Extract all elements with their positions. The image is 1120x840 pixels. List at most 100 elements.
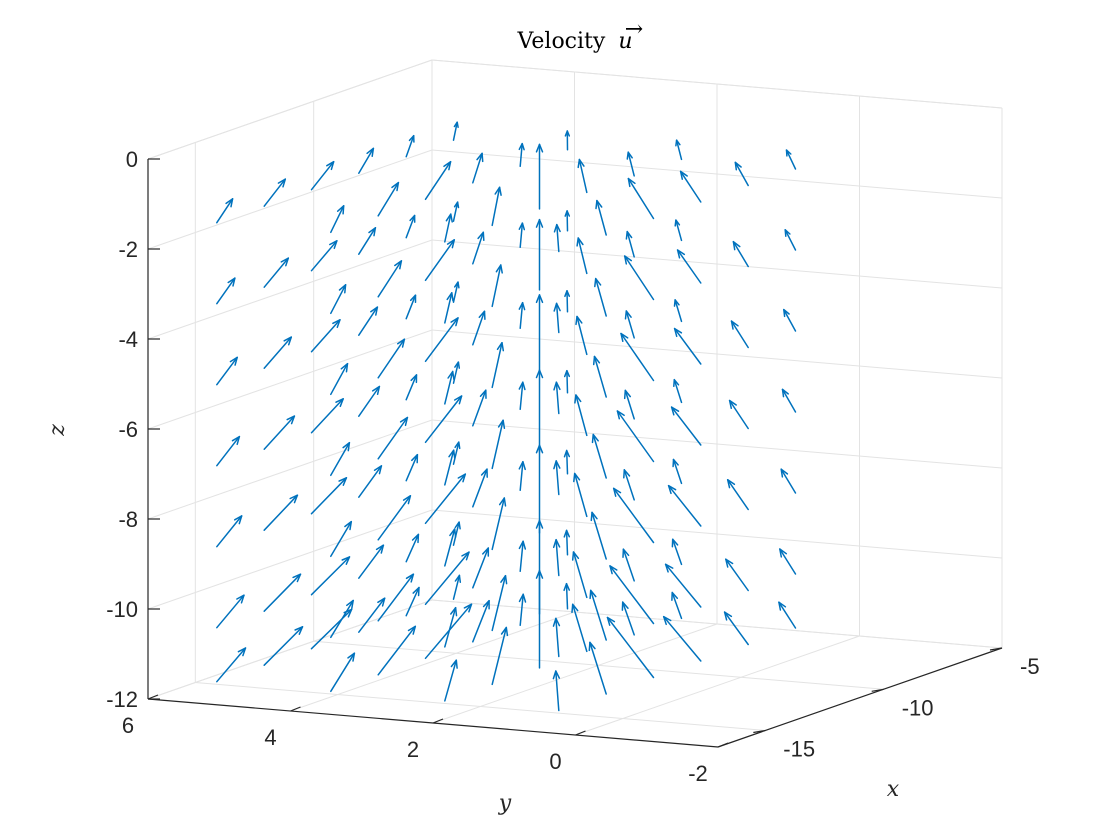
grid-line-y-floor bbox=[575, 635, 860, 736]
quiver-arrow-head bbox=[280, 257, 290, 267]
quiver-arrow bbox=[377, 260, 403, 298]
quiver-arrow-shaft bbox=[676, 249, 702, 284]
quiver-arrow bbox=[472, 599, 490, 643]
quiver-arrow-shaft bbox=[444, 449, 455, 486]
quiver-arrow-shaft bbox=[358, 306, 379, 336]
quiver-arrow-head bbox=[443, 160, 452, 171]
quiver-arrow bbox=[674, 219, 683, 242]
quiver-arrow-head bbox=[734, 161, 742, 171]
quiver-arrow bbox=[563, 369, 571, 394]
quiver-arrow-shaft bbox=[592, 433, 607, 479]
quiver-arrow-shaft bbox=[491, 574, 507, 632]
quiver-arrow-head bbox=[338, 477, 348, 486]
quiver-arrow-head bbox=[461, 551, 470, 561]
quiver-arrow-head bbox=[370, 306, 379, 316]
quiver-arrow-head bbox=[518, 460, 526, 471]
quiver-arrow bbox=[725, 558, 749, 592]
quiver-arrow bbox=[310, 477, 348, 515]
quiver-arrow-shaft bbox=[444, 292, 453, 324]
quiver-arrow-shaft bbox=[571, 603, 588, 653]
x-axis-label: x bbox=[887, 777, 900, 802]
quiver-arrow bbox=[535, 369, 544, 453]
quiver-arrow bbox=[624, 310, 635, 339]
quiver-arrow bbox=[424, 160, 452, 201]
quiver-arrow-head bbox=[399, 416, 409, 427]
quiver-arrow-shaft bbox=[566, 369, 569, 394]
quiver-arrow-head bbox=[326, 160, 335, 171]
quiver-arrow bbox=[358, 544, 385, 579]
quiver-arrow-head bbox=[478, 310, 486, 320]
quiver-arrow-head bbox=[553, 302, 561, 312]
quiver-arrow-head bbox=[591, 433, 599, 444]
quiver-arrow-shaft bbox=[625, 310, 635, 339]
quiver-arrow-head bbox=[225, 198, 234, 208]
quiver-arrow-head bbox=[664, 563, 674, 573]
quiver-arrow-head bbox=[588, 641, 596, 652]
quiver-arrow-shaft bbox=[555, 381, 560, 415]
quiver-arrow-head bbox=[564, 290, 571, 298]
z-tick-label: -4 bbox=[118, 327, 138, 352]
quiver-arrow-shaft bbox=[621, 601, 635, 636]
quiver-arrow-shaft bbox=[519, 460, 524, 492]
x-tick-mark bbox=[989, 647, 1003, 651]
quiver-arrow-shaft bbox=[444, 659, 458, 702]
quiver-arrow-head bbox=[409, 294, 417, 304]
quiver-arrow-shaft bbox=[263, 626, 304, 666]
quiver-arrow bbox=[622, 548, 635, 582]
quiver-arrow bbox=[623, 389, 635, 420]
quiver-arrow-shaft bbox=[596, 199, 607, 236]
quiver-arrow bbox=[452, 574, 462, 600]
quiver-arrow bbox=[263, 415, 296, 450]
quiver-arrow-shaft bbox=[726, 479, 749, 511]
quiver-arrow bbox=[472, 389, 487, 427]
quiver-arrow-head bbox=[574, 394, 582, 404]
quiver-arrow-shaft bbox=[405, 294, 417, 320]
quiver-arrow bbox=[424, 395, 463, 444]
quiver-arrow bbox=[625, 230, 635, 258]
quiver-arrow-head bbox=[725, 558, 734, 568]
quiver-arrow-shaft bbox=[679, 170, 702, 203]
quiver-arrow bbox=[491, 264, 503, 308]
title-vector-arrow: → bbox=[625, 17, 643, 42]
quiver-arrow bbox=[627, 177, 655, 220]
quiver-arrow-head bbox=[500, 574, 508, 585]
y-tick-label: 2 bbox=[407, 737, 419, 762]
quiver-arrow-head bbox=[448, 449, 456, 459]
quiver-arrow bbox=[730, 320, 749, 349]
quiver-arrow bbox=[405, 134, 415, 158]
quiver-arrow bbox=[424, 317, 459, 363]
quiver-arrow-shaft bbox=[620, 332, 655, 382]
quiver-arrow-shaft bbox=[452, 521, 460, 546]
quiver-arrow bbox=[588, 641, 607, 695]
quiver-arrow-shaft bbox=[578, 158, 588, 194]
quiver-arrow-shaft bbox=[728, 399, 749, 430]
quiver-arrow-shaft bbox=[405, 214, 416, 239]
quiver-arrow-shaft bbox=[216, 198, 234, 224]
quiver-arrow-head bbox=[518, 301, 526, 311]
z-axis-label: z bbox=[45, 424, 70, 437]
quiver-arrow bbox=[553, 381, 561, 415]
quiver-arrow bbox=[783, 308, 797, 332]
quiver-arrow-shaft bbox=[576, 315, 588, 356]
quiver-arrow bbox=[405, 214, 416, 239]
quiver-arrow bbox=[216, 647, 247, 683]
quiver-arrow-head bbox=[231, 435, 241, 446]
quiver-arrow-head bbox=[676, 249, 686, 259]
chart-title-math: u bbox=[618, 29, 632, 54]
quiver-arrow bbox=[444, 449, 456, 486]
quiver-arrow-shaft bbox=[263, 415, 296, 450]
quiver-arrow-shaft bbox=[216, 277, 236, 305]
quiver-arrow bbox=[358, 385, 381, 417]
quiver-arrow-shaft bbox=[405, 533, 420, 563]
quiver-arrow-shaft bbox=[444, 606, 457, 648]
quiver-arrow-shaft bbox=[216, 435, 241, 467]
quiver-arrow-head bbox=[535, 218, 544, 228]
quiver-arrow-shaft bbox=[622, 548, 635, 582]
quiver-arrow bbox=[452, 521, 461, 546]
quiver-arrow-shaft bbox=[263, 178, 287, 207]
quiver-arrow bbox=[263, 336, 293, 369]
quiver-arrow bbox=[591, 433, 607, 479]
y-tick-label: 6 bbox=[122, 713, 134, 738]
quiver-arrow-head bbox=[283, 336, 293, 346]
